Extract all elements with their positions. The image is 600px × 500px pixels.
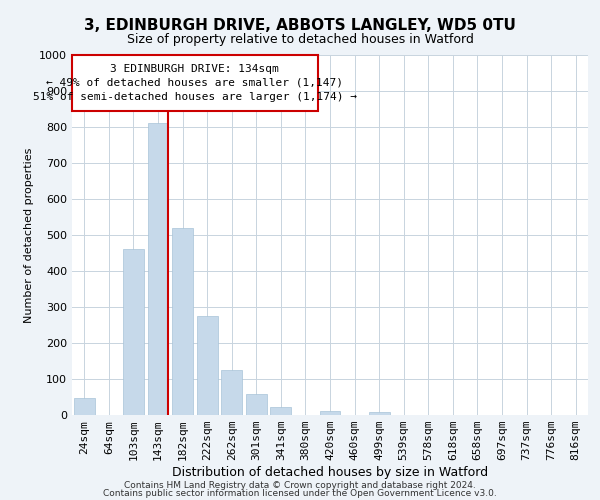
FancyBboxPatch shape: [72, 55, 318, 111]
X-axis label: Distribution of detached houses by size in Watford: Distribution of detached houses by size …: [172, 466, 488, 479]
Text: Contains public sector information licensed under the Open Government Licence v3: Contains public sector information licen…: [103, 489, 497, 498]
Y-axis label: Number of detached properties: Number of detached properties: [23, 148, 34, 322]
Bar: [197, 316, 218, 415]
Bar: [148, 124, 169, 415]
Text: 3, EDINBURGH DRIVE, ABBOTS LANGLEY, WD5 0TU: 3, EDINBURGH DRIVE, ABBOTS LANGLEY, WD5 …: [84, 18, 516, 32]
Text: Size of property relative to detached houses in Watford: Size of property relative to detached ho…: [127, 32, 473, 46]
Bar: [74, 398, 95, 415]
Text: Contains HM Land Registry data © Crown copyright and database right 2024.: Contains HM Land Registry data © Crown c…: [124, 480, 476, 490]
Bar: [221, 370, 242, 415]
Bar: [172, 228, 193, 415]
Bar: [271, 407, 292, 415]
Text: 3 EDINBURGH DRIVE: 134sqm
← 49% of detached houses are smaller (1,147)
51% of se: 3 EDINBURGH DRIVE: 134sqm ← 49% of detac…: [33, 64, 357, 102]
Bar: [123, 250, 144, 415]
Bar: [368, 412, 389, 415]
Bar: [246, 394, 267, 415]
Bar: [320, 410, 340, 415]
